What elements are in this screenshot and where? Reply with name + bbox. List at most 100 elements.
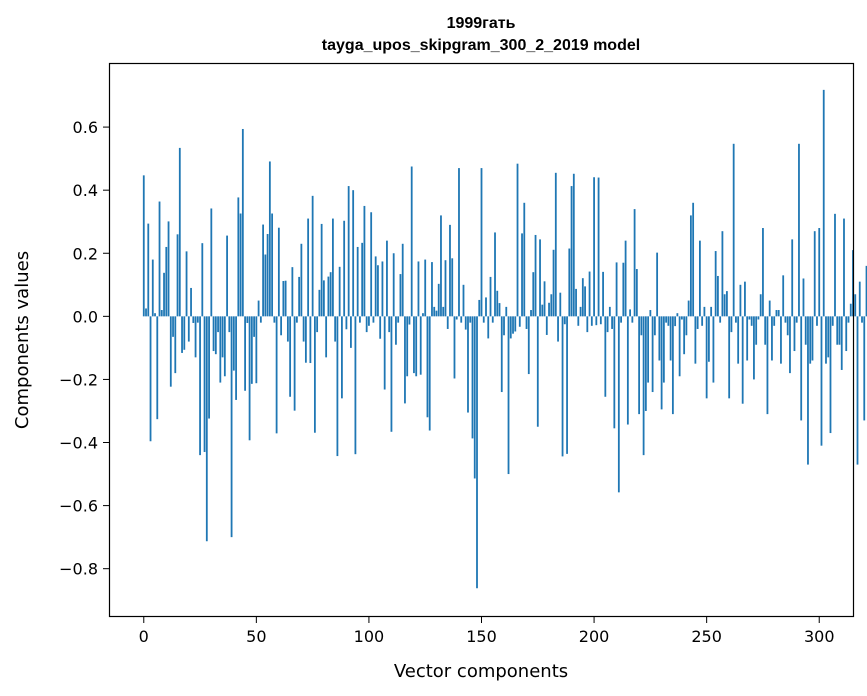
- bar-200: [593, 177, 595, 317]
- bar-320: [863, 316, 866, 421]
- bar-197: [586, 316, 589, 333]
- bar-290: [795, 316, 798, 323]
- bar-102: [372, 316, 375, 323]
- bar-106: [381, 261, 384, 317]
- bar-45: [244, 316, 246, 391]
- y-axis: −0.8 −0.6 −0.4 −0.2 0.0 0.2 0.4 0.6: [59, 118, 110, 579]
- bar-138: [453, 316, 456, 379]
- bar-157: [496, 290, 499, 317]
- bar-272: [755, 316, 758, 345]
- bar-286: [786, 316, 789, 336]
- bar-108: [386, 240, 388, 317]
- bar-216: [629, 309, 631, 317]
- bar-2: [147, 223, 150, 317]
- bar-181: [550, 294, 553, 317]
- bar-164: [512, 316, 514, 334]
- bar-222: [642, 316, 645, 456]
- bar-219: [635, 269, 638, 317]
- bar-124: [422, 313, 424, 317]
- bar-313: [847, 316, 850, 323]
- bar-136: [449, 224, 451, 317]
- bar-280: [773, 316, 776, 326]
- bar-246: [696, 316, 699, 329]
- bar-129: [433, 306, 436, 317]
- bar-225: [649, 310, 652, 317]
- bar-275: [762, 228, 764, 317]
- bar-80: [322, 280, 325, 317]
- bar-263: [735, 316, 737, 323]
- bar-270: [750, 316, 753, 326]
- bar-204: [602, 271, 604, 317]
- bar-172: [530, 310, 532, 317]
- bar-303: [825, 316, 827, 364]
- bar-264: [737, 316, 740, 364]
- bar-92: [350, 316, 352, 348]
- bar-165: [514, 316, 517, 332]
- bar-255: [717, 275, 719, 317]
- bar-175: [536, 316, 539, 427]
- bar-122: [417, 261, 420, 317]
- bar-297: [811, 316, 814, 361]
- bar-139: [455, 316, 458, 320]
- bar-268: [746, 316, 749, 361]
- bar-10: [165, 246, 168, 317]
- bar-9: [163, 272, 165, 317]
- bar-25: [199, 316, 201, 456]
- bar-261: [730, 316, 733, 333]
- bar-258: [723, 294, 726, 317]
- bar-83: [329, 272, 332, 317]
- bar-111: [392, 253, 395, 317]
- bar-257: [721, 231, 724, 317]
- bar-105: [379, 316, 382, 339]
- bar-91: [347, 186, 350, 317]
- bar-35: [221, 316, 224, 358]
- bar-274: [759, 294, 762, 317]
- bar-170: [525, 316, 528, 329]
- bar-174: [534, 234, 537, 317]
- bar-314: [849, 303, 852, 317]
- bar-149: [478, 299, 481, 317]
- y-tick-label: 0.4: [73, 181, 98, 200]
- bar-305: [829, 316, 832, 434]
- bar-46: [246, 316, 249, 323]
- bar-283: [780, 316, 782, 364]
- bar-212: [620, 316, 622, 323]
- bar-302: [822, 89, 825, 317]
- bar-93: [352, 190, 355, 317]
- y-tick-label: −0.8: [59, 560, 98, 579]
- bar-158: [498, 303, 501, 317]
- x-tick-label: 250: [691, 627, 722, 646]
- bar-6: [156, 316, 159, 420]
- bars: [142, 89, 867, 589]
- bar-183: [554, 172, 557, 317]
- bar-278: [768, 300, 771, 317]
- bar-118: [408, 316, 411, 325]
- bar-308: [836, 316, 839, 345]
- y-axis-label: Components values: [12, 251, 33, 429]
- bar-231: [662, 316, 665, 383]
- bar-100: [368, 316, 370, 326]
- bar-251: [708, 316, 710, 362]
- bar-214: [624, 240, 627, 317]
- bar-131: [437, 283, 440, 317]
- bar-187: [563, 316, 566, 325]
- bar-243: [689, 215, 692, 317]
- bar-61: [280, 316, 283, 336]
- bar-101: [370, 212, 373, 317]
- bar-289: [793, 316, 796, 352]
- bar-58: [273, 316, 276, 323]
- bar-237: [676, 313, 679, 317]
- bar-121: [415, 316, 418, 377]
- bar-168: [521, 233, 523, 317]
- bar-233: [667, 316, 670, 326]
- bar-135: [446, 316, 449, 329]
- bar-232: [665, 316, 668, 323]
- bar-159: [500, 316, 503, 393]
- x-axis-label: Vector components: [394, 661, 568, 682]
- bar-208: [611, 316, 613, 329]
- bar-67: [293, 316, 296, 411]
- bar-300: [818, 228, 821, 317]
- bar-285: [784, 316, 787, 323]
- bar-223: [644, 316, 647, 411]
- bar-7: [158, 201, 161, 317]
